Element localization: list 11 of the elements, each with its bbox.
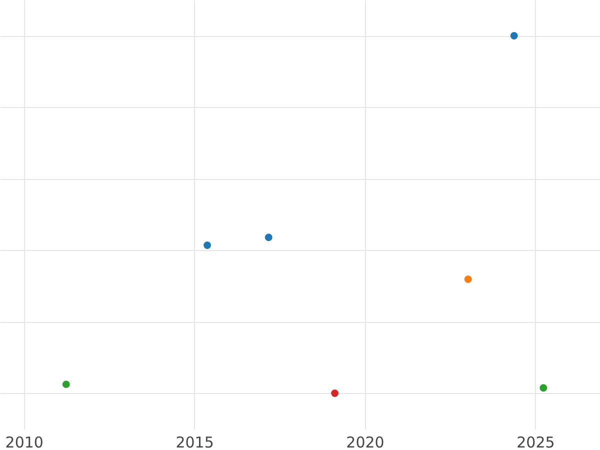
point <box>331 390 338 397</box>
x-tick-label: 2020 <box>346 434 384 450</box>
point <box>540 384 548 392</box>
x-tick-label: 2015 <box>176 434 214 450</box>
point <box>510 32 518 40</box>
point <box>264 234 272 242</box>
x-tick-label: 2025 <box>516 434 555 450</box>
x-tick-label: 2010 <box>5 434 44 450</box>
point <box>62 380 70 388</box>
point <box>464 276 472 283</box>
point <box>204 242 211 249</box>
